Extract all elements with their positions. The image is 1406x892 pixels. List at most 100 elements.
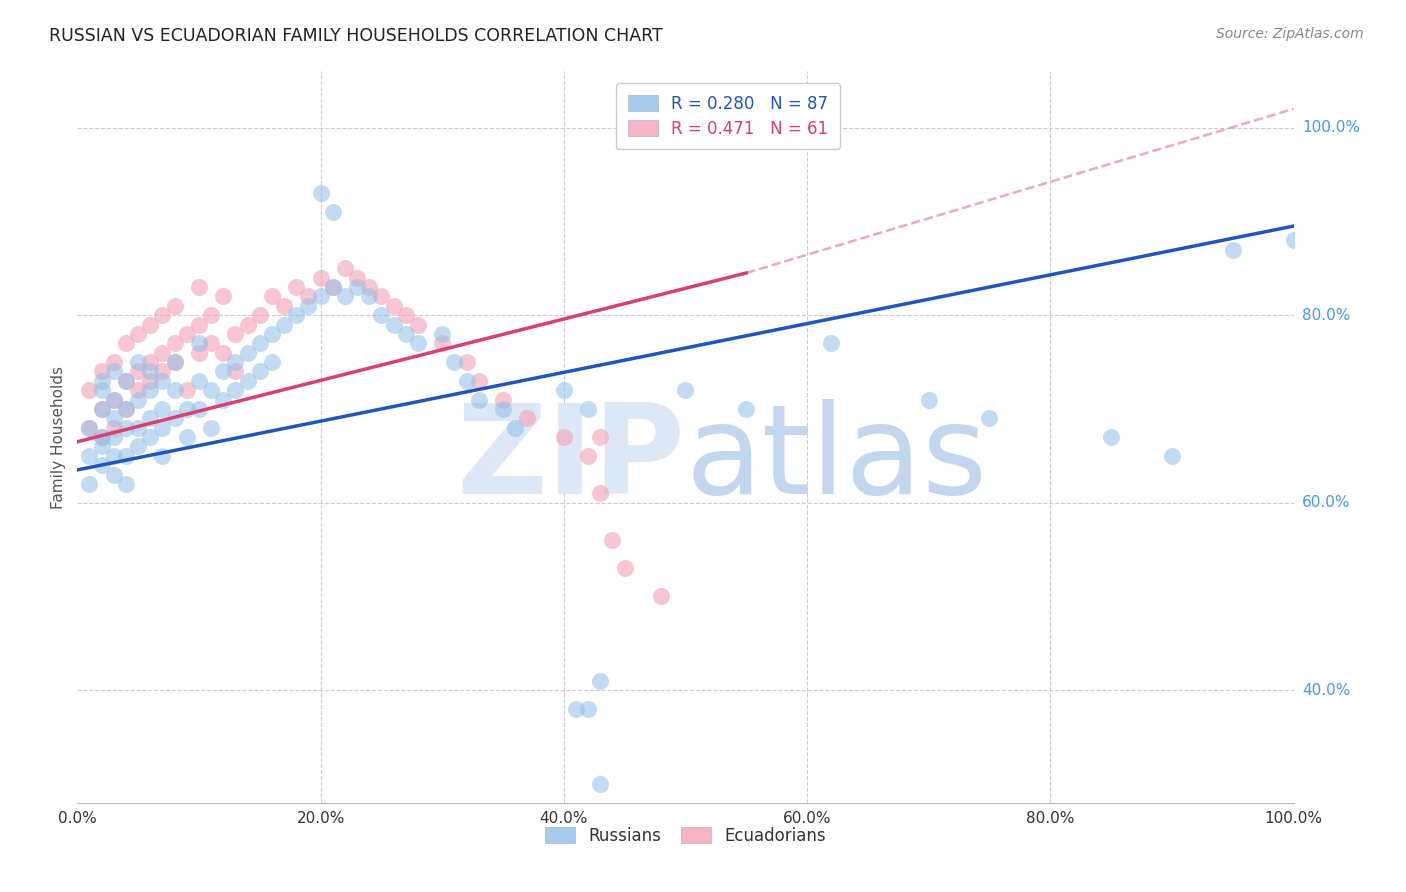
Point <box>163 336 186 351</box>
Point <box>395 326 418 341</box>
Point <box>576 401 599 416</box>
Point <box>576 449 599 463</box>
Point <box>224 326 246 341</box>
Point <box>297 289 319 303</box>
Point <box>735 401 758 416</box>
Point <box>820 336 842 351</box>
Point <box>115 420 138 434</box>
Point <box>127 392 149 407</box>
Point <box>430 336 453 351</box>
Point <box>553 383 575 397</box>
Point <box>382 299 405 313</box>
Point <box>176 430 198 444</box>
Point <box>589 430 612 444</box>
Point <box>163 299 186 313</box>
Point <box>152 374 174 388</box>
Point <box>249 364 271 378</box>
Text: RUSSIAN VS ECUADORIAN FAMILY HOUSEHOLDS CORRELATION CHART: RUSSIAN VS ECUADORIAN FAMILY HOUSEHOLDS … <box>49 27 664 45</box>
Point <box>90 401 112 416</box>
Point <box>273 318 295 332</box>
Point <box>589 777 612 791</box>
Point <box>516 411 538 425</box>
Point <box>273 299 295 313</box>
Point <box>90 374 112 388</box>
Text: 80.0%: 80.0% <box>1302 308 1350 323</box>
Point <box>103 392 125 407</box>
Point <box>188 374 211 388</box>
Point <box>249 336 271 351</box>
Point <box>395 308 418 322</box>
Point <box>139 411 162 425</box>
Point <box>565 702 588 716</box>
Point <box>224 355 246 369</box>
Point <box>200 383 222 397</box>
Point <box>152 420 174 434</box>
Legend: Russians, Ecuadorians: Russians, Ecuadorians <box>533 815 838 856</box>
Point <box>90 430 112 444</box>
Point <box>79 383 101 397</box>
Point <box>212 289 235 303</box>
Point <box>370 289 392 303</box>
Point <box>456 355 478 369</box>
Point <box>200 336 222 351</box>
Point <box>322 205 344 219</box>
Point <box>370 308 392 322</box>
Point <box>139 383 162 397</box>
Point <box>212 392 235 407</box>
Point <box>333 261 356 276</box>
Point <box>979 411 1001 425</box>
Point <box>176 401 198 416</box>
Point <box>115 401 138 416</box>
Text: 60.0%: 60.0% <box>1302 495 1350 510</box>
Point <box>103 364 125 378</box>
Point <box>152 449 174 463</box>
Point <box>103 420 125 434</box>
Point <box>589 486 612 500</box>
Point <box>430 326 453 341</box>
Point <box>1161 449 1184 463</box>
Point <box>103 430 125 444</box>
Point <box>188 345 211 359</box>
Y-axis label: Family Households: Family Households <box>51 366 66 508</box>
Point <box>163 411 186 425</box>
Point <box>115 374 138 388</box>
Point <box>115 336 138 351</box>
Point <box>200 308 222 322</box>
Point <box>152 364 174 378</box>
Point <box>224 383 246 397</box>
Point <box>127 383 149 397</box>
Point <box>127 355 149 369</box>
Point <box>152 401 174 416</box>
Point <box>115 477 138 491</box>
Point <box>224 364 246 378</box>
Point <box>576 702 599 716</box>
Point <box>79 420 101 434</box>
Point <box>90 430 112 444</box>
Point <box>90 401 112 416</box>
Point <box>297 299 319 313</box>
Point <box>503 420 526 434</box>
Point <box>115 374 138 388</box>
Point <box>309 289 332 303</box>
Point <box>188 280 211 294</box>
Point <box>236 345 259 359</box>
Point <box>918 392 941 407</box>
Point <box>139 355 162 369</box>
Point <box>90 364 112 378</box>
Point <box>103 355 125 369</box>
Point <box>1099 430 1122 444</box>
Point <box>176 383 198 397</box>
Point <box>139 430 162 444</box>
Point <box>236 374 259 388</box>
Point <box>212 345 235 359</box>
Point <box>346 280 368 294</box>
Point <box>309 186 332 201</box>
Point <box>127 440 149 454</box>
Point <box>359 280 381 294</box>
Point <box>188 318 211 332</box>
Point <box>346 270 368 285</box>
Point <box>650 590 672 604</box>
Point <box>103 411 125 425</box>
Point <box>249 308 271 322</box>
Point <box>443 355 465 369</box>
